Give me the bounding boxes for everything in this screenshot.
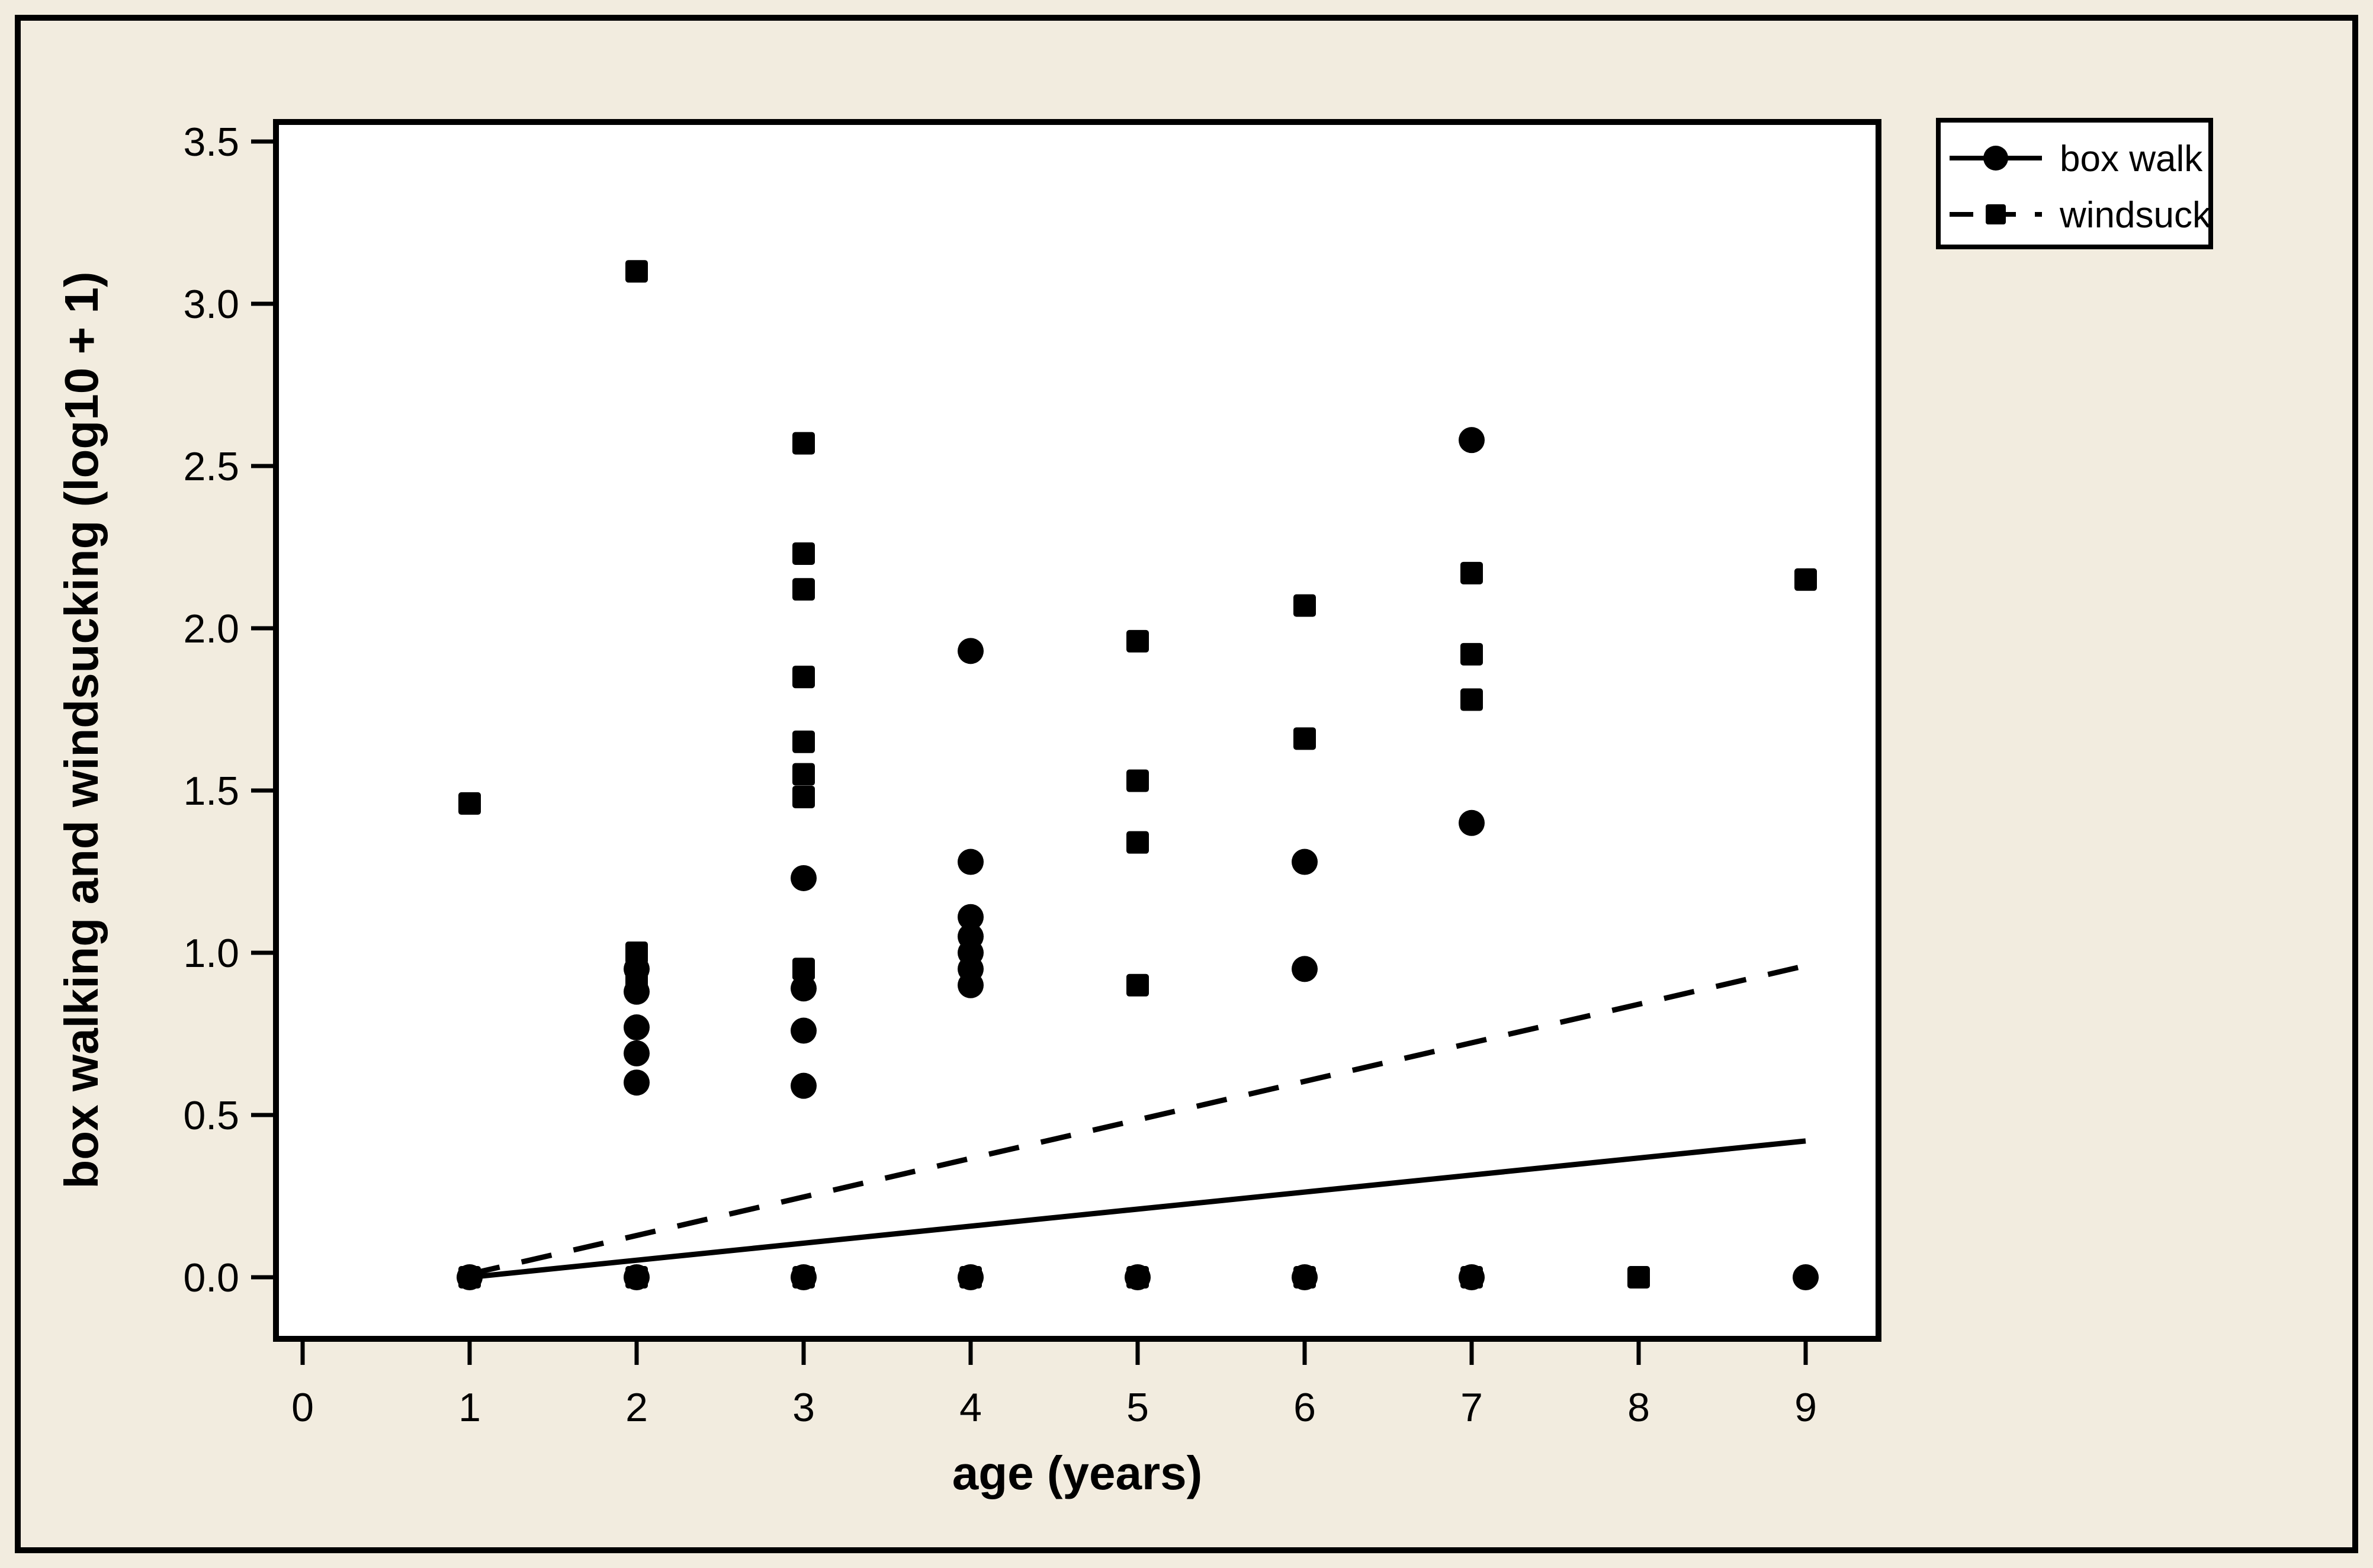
point-square xyxy=(792,432,815,455)
point-circle xyxy=(791,1072,817,1099)
point-square xyxy=(1627,1266,1650,1289)
point-square xyxy=(792,730,815,753)
point-circle xyxy=(624,1040,650,1066)
point-circle xyxy=(1793,1264,1819,1290)
point-square xyxy=(1126,973,1149,997)
point-circle xyxy=(624,1014,650,1041)
point-square xyxy=(1460,561,1483,584)
y-tick-label: 0.0 xyxy=(183,1255,239,1300)
y-tick-label: 2.0 xyxy=(183,606,239,651)
point-square xyxy=(792,578,815,601)
point-circle xyxy=(958,904,984,930)
point-square xyxy=(1293,727,1316,750)
data-points xyxy=(457,260,1819,1290)
x-tick-label: 3 xyxy=(792,1385,815,1430)
trend-line-box-walk xyxy=(469,1138,1806,1280)
point-square xyxy=(1126,629,1149,653)
y-axis-ticks: 0.0 0.5 1.0 1.5 2.0 2.5 3.0 3.5 xyxy=(183,120,276,1300)
point-square xyxy=(1794,568,1817,591)
y-tick-label: 0.5 xyxy=(183,1093,239,1138)
point-square xyxy=(625,260,648,283)
point-circle xyxy=(624,1069,650,1096)
legend-square-marker-icon xyxy=(1986,204,2006,224)
point-square xyxy=(1126,1266,1149,1289)
x-tick-label: 0 xyxy=(291,1385,314,1430)
point-circle xyxy=(1292,956,1318,982)
point-square xyxy=(1293,594,1316,617)
point-square xyxy=(792,542,815,565)
x-axis-ticks: 0 1 2 3 4 5 6 7 8 9 xyxy=(291,1339,1817,1430)
point-square xyxy=(1126,831,1149,854)
y-tick-label: 3.0 xyxy=(183,282,239,327)
legend: box walk windsuck xyxy=(1936,118,2213,249)
point-square xyxy=(792,785,815,808)
x-tick-label: 9 xyxy=(1794,1385,1817,1430)
outer-border xyxy=(15,15,2358,1553)
trend-line-windsuck xyxy=(468,963,1807,1277)
point-square xyxy=(458,1266,481,1289)
point-circle xyxy=(791,975,817,1002)
point-square xyxy=(625,1266,648,1289)
x-axis-title: age (years) xyxy=(952,1447,1202,1499)
x-tick-label: 1 xyxy=(458,1385,481,1430)
point-square xyxy=(1126,769,1149,792)
point-square xyxy=(1460,1266,1483,1289)
legend-circle-marker-icon xyxy=(1983,146,2008,171)
point-square xyxy=(625,942,648,964)
point-square xyxy=(625,971,648,994)
x-tick-label: 7 xyxy=(1460,1385,1483,1430)
legend-label-box-walk: box walk xyxy=(2060,139,2203,179)
legend-label-windsuck: windsuck xyxy=(2059,195,2211,236)
point-square xyxy=(1460,688,1483,711)
point-square xyxy=(959,1266,982,1289)
point-circle xyxy=(791,865,817,891)
point-circle xyxy=(1459,427,1485,454)
point-circle xyxy=(791,1017,817,1044)
x-tick-label: 2 xyxy=(625,1385,648,1430)
point-square xyxy=(792,763,815,786)
y-tick-label: 2.5 xyxy=(183,444,239,489)
trend-lines xyxy=(468,963,1807,1280)
point-square xyxy=(792,1266,815,1289)
x-tick-label: 6 xyxy=(1293,1385,1316,1430)
y-tick-label: 3.5 xyxy=(183,120,239,165)
point-square xyxy=(792,957,815,981)
y-axis-title: box walking and windsucking (log10 + 1) xyxy=(55,271,108,1188)
x-tick-label: 8 xyxy=(1627,1385,1650,1430)
y-tick-label: 1.0 xyxy=(183,931,239,976)
legend-box xyxy=(1936,118,2213,249)
y-tick-label: 1.5 xyxy=(183,769,239,814)
point-square xyxy=(792,666,815,689)
point-circle xyxy=(958,849,984,875)
plot-area xyxy=(273,119,1881,1342)
point-square xyxy=(458,792,481,815)
x-tick-label: 5 xyxy=(1126,1385,1149,1430)
point-square xyxy=(1293,1266,1316,1289)
x-tick-label: 4 xyxy=(959,1385,982,1430)
point-square xyxy=(1460,642,1483,666)
point-circle xyxy=(1292,849,1318,875)
point-circle xyxy=(958,638,984,664)
point-circle xyxy=(958,972,984,998)
point-circle xyxy=(1459,809,1485,836)
